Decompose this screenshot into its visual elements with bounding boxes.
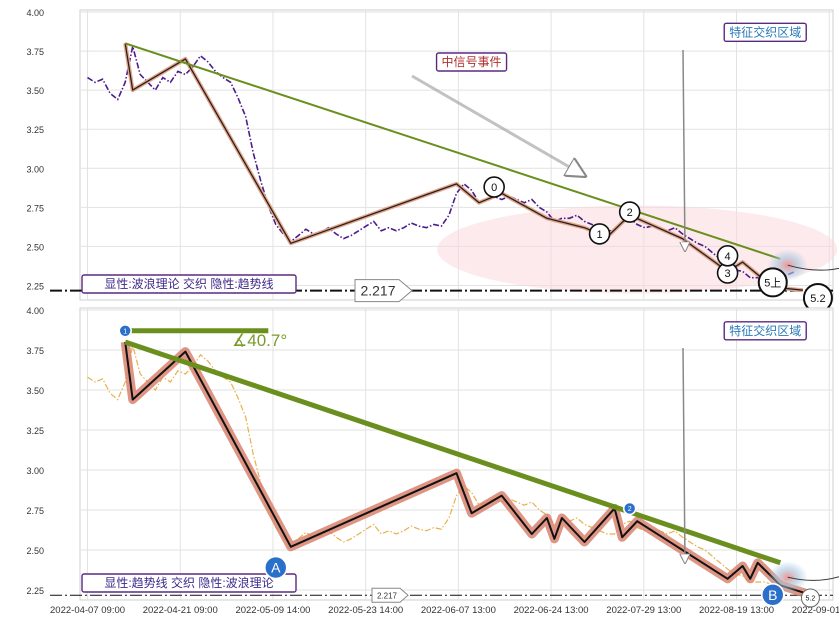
series-wave-line	[124, 341, 811, 596]
wave-point-label: 2	[628, 506, 632, 513]
reference-label-box	[371, 587, 409, 603]
x-tick-label: 2022-07-29 13:00	[606, 605, 681, 616]
y-tick-label: 3.00	[26, 164, 44, 174]
wave-point-label: 5上	[764, 276, 781, 289]
wave-point-label: A	[271, 560, 281, 576]
wave-point-marker	[263, 555, 288, 580]
x-tick-label: 2022-06-24 13:00	[514, 605, 589, 616]
wave-point-marker	[716, 245, 739, 267]
wave-point-marker	[760, 582, 785, 607]
wave-point-marker	[118, 323, 132, 338]
wave-point-label: 1	[597, 229, 603, 241]
y-tick-label: 3.50	[26, 386, 44, 396]
top-panel: 4.00 3.75 3.50 3.25 3.00 2.75 2.50 2.25 2.217 中信号…	[26, 8, 839, 313]
annotation-box	[81, 573, 297, 593]
series-price-line	[87, 46, 796, 282]
x-tick-label: 2022-08-19 13:00	[699, 605, 774, 616]
y-tick-label: 3.50	[26, 86, 44, 96]
annotation-label: 显性:波浪理论 交织 隐性:趋势线	[104, 276, 273, 291]
series-trendline	[124, 42, 781, 260]
wave-point-marker	[622, 501, 637, 516]
reference-label-box	[354, 279, 413, 303]
wave-point-label: 3	[725, 268, 731, 280]
x-tick-label: 2022-04-07 09:00	[50, 605, 125, 616]
wave-point-label: B	[768, 587, 777, 603]
feature-arrow	[683, 49, 685, 251]
y-tick-label: 3.75	[26, 346, 44, 356]
projection-arrow	[787, 264, 839, 271]
wave-point-label: 5.2	[810, 293, 825, 305]
y-tick-label: 2.25	[26, 281, 44, 291]
wave-point-marker	[618, 201, 641, 223]
y-tick-label: 2.75	[26, 506, 44, 516]
series-trendline	[124, 339, 782, 566]
reference-label: 2.217	[377, 591, 398, 600]
y-tick-label: 2.25	[26, 586, 44, 596]
x-tick-label: 2022-09-01 09:00	[792, 605, 839, 616]
x-tick-label: 2022-04-21 09:00	[143, 605, 218, 616]
angle-label: ∡40.7°	[232, 331, 287, 350]
wave-point-label: 1	[123, 328, 127, 335]
y-tick-label: 4.00	[26, 306, 44, 316]
annotation-label: 特征交织区域	[729, 24, 801, 39]
annotation-label: 特征交织区域	[729, 323, 801, 338]
feature-arrow	[683, 347, 685, 563]
annotation-box	[723, 22, 807, 43]
x-tick-label: 2022-05-23 14:00	[328, 605, 403, 616]
y-tick-label: 3.75	[26, 47, 44, 57]
y-tick-label: 4.00	[26, 8, 44, 18]
y-tick-label: 3.25	[26, 125, 44, 135]
annotation-label: 显性:趋势线 交织 隐性:波浪理论	[104, 575, 273, 590]
y-tick-label: 2.75	[26, 203, 44, 213]
wave-point-marker	[757, 267, 788, 298]
annotation-box	[435, 52, 508, 72]
wave-point-marker	[588, 223, 611, 245]
wave-point-label: 5.2	[806, 596, 816, 603]
reference-label: 2.217	[360, 283, 395, 299]
wave-point-label: 2	[627, 207, 633, 219]
annotation-box	[81, 274, 297, 294]
wave-point-marker	[800, 588, 820, 608]
y-tick-label: 2.50	[26, 242, 44, 252]
wave-point-label: 4	[725, 251, 731, 263]
annotation-box	[723, 321, 807, 341]
y-tick-label: 3.25	[26, 426, 44, 436]
x-tick-label: 2022-05-09 14:00	[235, 605, 310, 616]
wave-point-label: 0	[491, 182, 497, 194]
y-tick-label: 2.50	[26, 546, 44, 556]
y-tick-label: 3.00	[26, 466, 44, 476]
x-tick-label: 2022-06-07 13:00	[421, 605, 496, 616]
event-arrow	[411, 74, 585, 176]
x-axis: 2022-04-07 09:00 2022-04-21 09:00 2022-05-…	[50, 605, 839, 616]
bottom-panel: 4.00 3.75 3.50 3.25 3.00 2.75 2.50 2.25 2.217 特征交…	[26, 306, 839, 608]
projection-arrow	[787, 576, 839, 581]
annotation-label: 中信号事件	[442, 54, 502, 69]
wave-point-marker	[483, 176, 505, 198]
series-price-line	[87, 345, 796, 586]
